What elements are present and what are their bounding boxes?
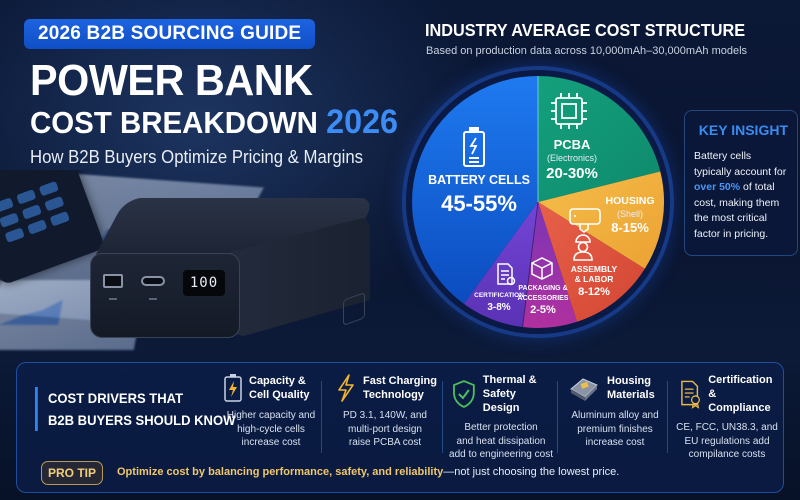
usb-c-port — [141, 276, 165, 286]
chart-title: INDUSTRY AVERAGE COST STRUCTURE — [425, 20, 746, 40]
battery-bolt-icon — [224, 374, 242, 402]
housing-icon — [569, 208, 601, 233]
driver-fast-charging: Fast Charging Technology PD 3.1, 140W, a… — [329, 373, 441, 457]
slice-housing — [538, 171, 665, 269]
divider — [667, 381, 668, 453]
label-pcba: PCBA (Electronics) 20-30% — [546, 137, 598, 183]
pie-svg — [412, 75, 665, 328]
worker-icon — [573, 234, 593, 261]
pro-tip-text: Optimize cost by balancing performance, … — [117, 466, 620, 478]
product-photo: 100 — [0, 170, 420, 370]
driver-capacity: Capacity & Cell Quality Higher capacity … — [221, 373, 321, 457]
shield-check-icon — [453, 380, 475, 408]
lightning-icon — [338, 374, 354, 402]
guide-badge: 2026 B2B SOURCING GUIDE — [24, 19, 316, 49]
label-housing: HOUSING (Shell) 8-15% — [605, 195, 655, 236]
label-certification: CERTIFICATION 3-8% — [474, 292, 524, 314]
driver-housing-materials: Housing Materials Aluminum alloy and pre… — [565, 373, 665, 457]
battery-display: 100 — [183, 270, 225, 296]
key-insight-box: KEY INSIGHT Battery cells typically acco… — [684, 110, 798, 256]
title-text: COST BREAKDOWN — [30, 105, 318, 140]
slice-battery — [412, 76, 538, 304]
chart-subtitle: Based on production data across 10,000mA… — [426, 45, 748, 57]
driver-thermal-safety: Thermal & Safety Design Better protectio… — [449, 374, 553, 460]
divider — [321, 381, 322, 453]
lightbulb-icon — [694, 129, 695, 131]
title-year: 2026 — [326, 103, 399, 141]
certificate-icon — [681, 380, 700, 409]
cost-drivers-panel: COST DRIVERS THAT B2B BUYERS SHOULD KNOW… — [16, 362, 784, 493]
battery-icon — [463, 127, 485, 167]
label-packaging: PACKAGING & ACCESSORIES 2-5% — [517, 285, 569, 317]
slice-pcba — [538, 75, 661, 202]
label-assembly: ASSEMBLY & LABOR 8-12% — [570, 264, 618, 298]
slice-packaging — [522, 202, 577, 328]
page-subtitle: How B2B Buyers Optimize Pricing & Margin… — [30, 147, 364, 167]
cost-pie-chart: BATTERY CELLS 45-55% PCBA (Electronics) … — [402, 66, 674, 338]
divider — [557, 381, 558, 453]
page-title-line2: COST BREAKDOWN 2026 — [30, 105, 398, 140]
insight-title: KEY INSIGHT — [698, 122, 788, 138]
insight-highlight: over 50% — [694, 181, 741, 193]
slice-assembly — [538, 202, 645, 322]
insight-text: Battery cells typically account for over… — [694, 150, 787, 240]
driver-certification: Certification & Compliance CE, FCC, UN38… — [676, 374, 778, 460]
certificate-icon — [497, 263, 516, 286]
chip-icon — [551, 93, 587, 129]
divider — [442, 381, 443, 453]
page-title: POWER BANK — [30, 56, 313, 105]
cost-drivers-title: COST DRIVERS THAT B2B BUYERS SHOULD KNOW — [35, 387, 235, 431]
usb-a-port — [103, 274, 123, 288]
power-bank-image: 100 — [90, 198, 380, 343]
box-icon — [531, 257, 553, 280]
label-battery: BATTERY CELLS 45-55% — [428, 173, 530, 216]
metal-block-icon — [570, 378, 598, 401]
pro-tip-badge: PRO TIP — [41, 461, 103, 485]
